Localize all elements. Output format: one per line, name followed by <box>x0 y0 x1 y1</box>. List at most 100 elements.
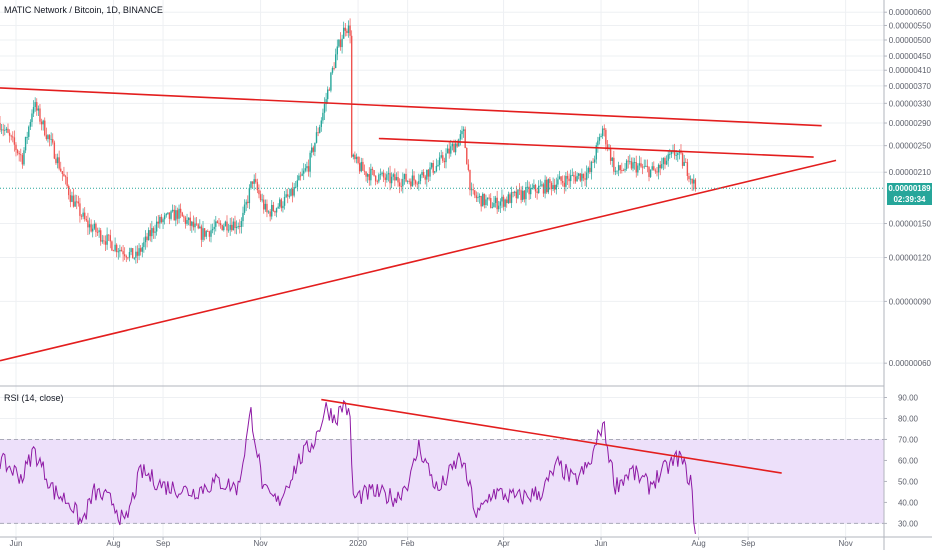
candle-body <box>553 185 556 190</box>
candle-body <box>274 210 276 213</box>
candle-body <box>549 179 551 183</box>
candle-body <box>563 182 565 187</box>
candle-body <box>363 170 366 172</box>
candle-body <box>88 224 91 228</box>
price-axis-label: 0.00000210 <box>889 168 932 177</box>
candle-body <box>656 171 658 173</box>
candle-body <box>606 144 609 149</box>
candle-body <box>314 142 316 152</box>
candle-body <box>250 181 252 188</box>
candle-body <box>635 162 637 173</box>
candle-body <box>199 226 201 229</box>
candle-body <box>350 35 353 157</box>
candle-body <box>640 163 642 167</box>
candle-body <box>307 166 310 172</box>
candle-body <box>183 216 185 218</box>
candle-body <box>131 248 134 259</box>
candle-body <box>127 257 129 259</box>
candle-body <box>514 191 516 193</box>
candle-body <box>349 25 351 36</box>
candle-body <box>488 197 490 199</box>
candle-body <box>648 167 650 177</box>
candle-body <box>643 166 645 168</box>
rsi-axis-label: 60.00 <box>898 456 919 465</box>
candle-body <box>219 223 222 226</box>
time-axis-label: Sep <box>741 539 756 548</box>
candle-body <box>16 150 19 154</box>
candle-body <box>566 175 569 179</box>
candle-body <box>520 190 522 200</box>
candle-body <box>144 236 147 243</box>
candle-body <box>645 165 647 167</box>
candle-body <box>613 157 615 172</box>
candle-body <box>649 169 652 177</box>
price-axis-label: 0.00000600 <box>889 8 932 17</box>
trendlines[interactable] <box>0 87 837 474</box>
last-price-tag: 0.00000189 <box>887 182 932 194</box>
candle-body <box>581 173 583 181</box>
candle-body <box>341 38 343 48</box>
candle-body <box>259 194 262 201</box>
candle-body <box>223 226 225 231</box>
candle-body <box>275 208 278 213</box>
candle-body <box>92 228 94 232</box>
candle-body <box>485 199 487 205</box>
candle-body <box>235 226 238 229</box>
candle-body <box>569 175 572 182</box>
candle-body <box>414 180 417 184</box>
candle-body <box>224 221 227 227</box>
candle-body <box>100 230 102 242</box>
candle-body <box>565 175 567 187</box>
candle-body <box>45 135 48 139</box>
candle-body <box>445 153 447 163</box>
price-axis-label: 0.00000450 <box>889 52 932 61</box>
candle-body <box>480 195 482 207</box>
candle-body <box>592 161 594 163</box>
candle-body <box>587 167 589 173</box>
candle-body <box>179 208 182 213</box>
candle-body <box>68 186 70 196</box>
candle-body <box>443 160 446 163</box>
candle-body <box>384 177 386 180</box>
candle-body <box>397 177 399 183</box>
candle-body <box>295 186 297 188</box>
candle-body <box>342 27 345 39</box>
candle-body <box>195 223 198 225</box>
candle-body <box>175 210 177 221</box>
candle-body <box>555 184 557 190</box>
candle-body <box>662 158 665 165</box>
candle-body <box>135 251 137 258</box>
candle-body <box>394 174 396 181</box>
candle-body <box>189 217 191 226</box>
candle-body <box>546 179 548 193</box>
candle-body <box>435 165 438 172</box>
price-axis-label: 0.00000410 <box>889 66 932 75</box>
time-axis-label: 2020 <box>349 539 367 548</box>
candle-body <box>538 185 540 194</box>
price-trendline <box>0 87 822 127</box>
price-axis-bg <box>884 0 932 550</box>
candle-body <box>125 256 127 258</box>
candle-body <box>585 172 588 180</box>
candle-body <box>448 148 450 154</box>
candle-body <box>269 211 271 217</box>
candle-body <box>108 234 110 236</box>
price-pane-title: MATIC Network / Bitcoin, 1D, BINANCE <box>4 5 163 15</box>
candle-body <box>504 199 506 207</box>
candle-body <box>646 165 649 168</box>
candle-body <box>282 205 284 209</box>
candle-body <box>20 154 22 156</box>
candle-body <box>432 162 434 173</box>
candle-body <box>237 226 239 227</box>
candle-body <box>115 244 118 253</box>
candle-body <box>558 176 561 180</box>
candle-body <box>203 228 206 237</box>
candle-body <box>661 164 663 169</box>
candle-body <box>271 204 273 217</box>
candle-body <box>616 170 618 172</box>
candle-body <box>234 221 236 229</box>
candle-body <box>410 181 412 187</box>
candle-body <box>240 221 243 227</box>
